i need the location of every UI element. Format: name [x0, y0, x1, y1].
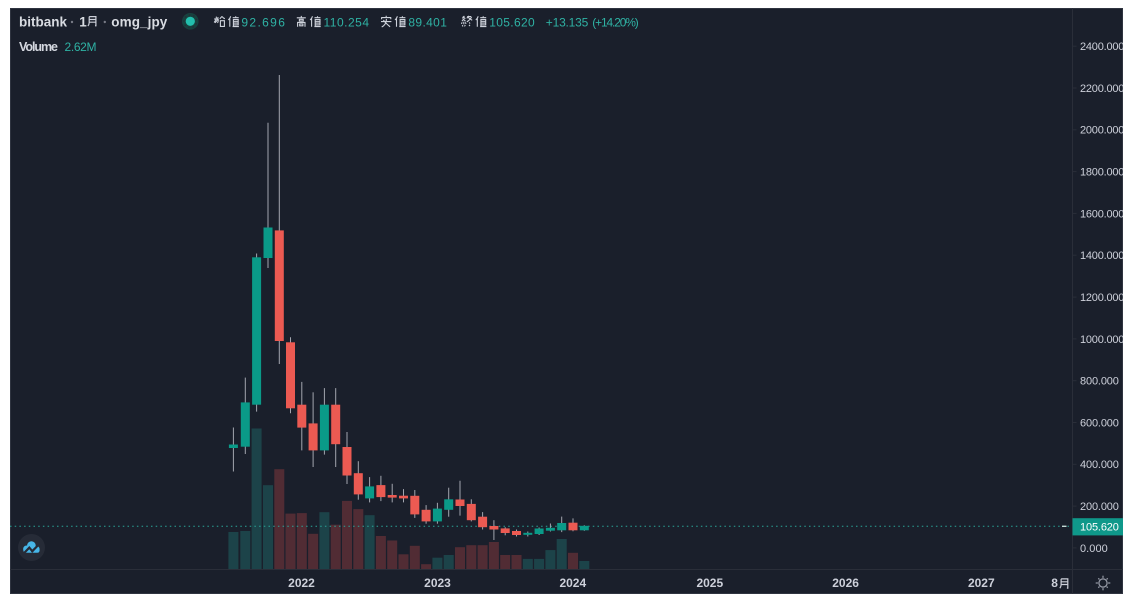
svg-text:2026: 2026: [832, 576, 859, 590]
svg-text:1400.000: 1400.000: [1080, 250, 1123, 262]
svg-text:105.620: 105.620: [1080, 522, 1119, 534]
svg-text:bitbank: bitbank: [19, 15, 67, 30]
svg-text:92.696: 92.696: [241, 15, 285, 29]
svg-text:89.401: 89.401: [408, 15, 447, 29]
svg-text:0.000: 0.000: [1080, 543, 1108, 555]
svg-text:+13.135: +13.135: [546, 15, 589, 29]
svg-text:2022: 2022: [288, 576, 315, 590]
svg-text:2000.000: 2000.000: [1080, 125, 1123, 137]
svg-text:2024: 2024: [559, 576, 586, 590]
svg-text:800.000: 800.000: [1080, 376, 1119, 388]
svg-text:2400.000: 2400.000: [1080, 41, 1123, 53]
svg-text:2023: 2023: [424, 576, 451, 590]
svg-text:110.254: 110.254: [324, 15, 370, 29]
svg-text:8: 8: [1051, 576, 1058, 590]
svg-text:1800.000: 1800.000: [1080, 167, 1123, 179]
svg-text:1000.000: 1000.000: [1080, 334, 1123, 346]
svg-text:omg_jpy: omg_jpy: [111, 15, 167, 30]
svg-text:2025: 2025: [696, 576, 723, 590]
svg-text:2.62M: 2.62M: [65, 40, 97, 54]
svg-text:2200.000: 2200.000: [1080, 83, 1123, 95]
svg-text:200.000: 200.000: [1080, 501, 1119, 513]
svg-text:1: 1: [79, 15, 87, 30]
svg-text:1600.000: 1600.000: [1080, 208, 1123, 220]
svg-text:(+14.20%): (+14.20%): [592, 15, 639, 29]
svg-text:105.620: 105.620: [489, 15, 535, 29]
svg-text:1200.000: 1200.000: [1080, 292, 1123, 304]
svg-text:400.000: 400.000: [1080, 459, 1119, 471]
svg-text:Volume: Volume: [19, 40, 58, 54]
svg-text:600.000: 600.000: [1080, 417, 1119, 429]
svg-text:2027: 2027: [968, 576, 995, 590]
